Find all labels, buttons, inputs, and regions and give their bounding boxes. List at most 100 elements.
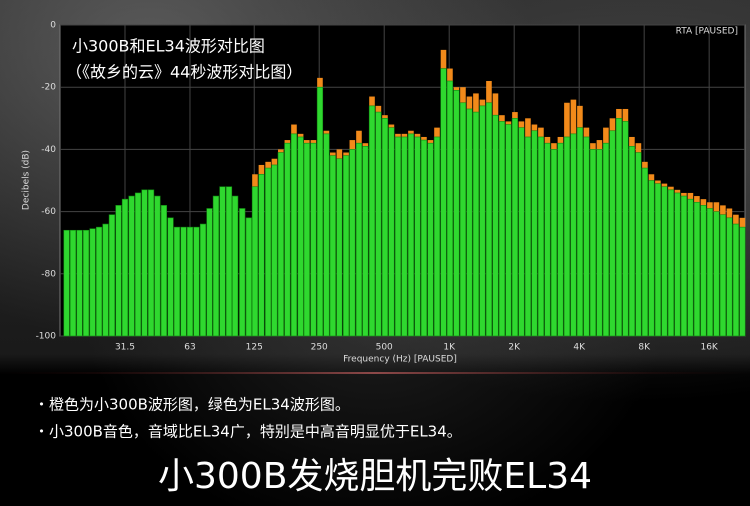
bar <box>206 208 213 337</box>
bar <box>89 228 96 337</box>
bar <box>167 217 174 337</box>
bar <box>674 192 681 337</box>
x-tick-label: 16K <box>700 343 718 353</box>
bar <box>622 121 629 337</box>
bar <box>589 149 597 337</box>
bar <box>277 152 284 337</box>
bar <box>342 155 350 337</box>
bars <box>63 49 746 337</box>
bar <box>297 136 304 337</box>
note: ・橙色为小300B波形图，绿色为EL34波形图。 <box>34 396 350 414</box>
bar <box>199 223 207 337</box>
x-tick-label: 250 <box>311 343 328 353</box>
headline: 小300B发烧胆机完败EL34 <box>158 456 592 497</box>
bar <box>232 195 239 337</box>
bar <box>303 142 310 337</box>
bar <box>700 205 707 337</box>
y-tick-label: -100 <box>36 332 57 342</box>
bar <box>602 142 610 337</box>
bar <box>719 214 727 337</box>
bar <box>63 229 70 337</box>
bar <box>433 136 441 337</box>
bar <box>440 68 447 337</box>
bar <box>407 133 415 337</box>
bar <box>485 102 493 337</box>
x-tick-label: 125 <box>246 343 263 353</box>
bar <box>472 111 480 337</box>
bar <box>69 229 77 337</box>
bar <box>336 158 343 337</box>
bar <box>609 130 616 337</box>
bar <box>414 136 421 337</box>
bar <box>251 186 259 337</box>
chart-title: 小300B和EL34波形对比图 <box>72 37 265 56</box>
bar <box>680 195 688 337</box>
bar <box>518 127 525 337</box>
bar <box>713 211 720 337</box>
bar <box>739 226 746 337</box>
bar <box>479 105 486 337</box>
bar <box>134 192 142 337</box>
bar <box>583 136 590 337</box>
bar <box>531 130 538 337</box>
bar <box>732 223 739 337</box>
bar <box>193 226 200 337</box>
bar <box>284 142 291 337</box>
bar <box>466 108 473 337</box>
bar <box>693 201 701 337</box>
labels: -100 -80 -60 -40 -20 0 31.5 63 125 250 500 1K 2K 4K 8K… <box>36 21 719 353</box>
bar <box>635 152 642 337</box>
bar <box>329 155 336 337</box>
bar <box>498 121 506 337</box>
x-tick-label: 31.5 <box>115 343 135 353</box>
bar <box>687 198 694 337</box>
bar <box>596 149 603 337</box>
bar <box>310 142 317 337</box>
bar <box>446 80 454 337</box>
bar <box>102 223 109 337</box>
bar <box>82 229 90 337</box>
bar <box>453 90 460 337</box>
bar <box>368 105 376 337</box>
divider <box>0 372 750 374</box>
x-tick-label: 2K <box>508 343 521 353</box>
bar <box>76 229 83 337</box>
bar <box>212 195 220 337</box>
bar <box>147 189 155 337</box>
bar <box>96 226 103 337</box>
x-tick-label: 8K <box>638 343 651 353</box>
y-tick-label: -20 <box>41 83 56 93</box>
bar <box>258 173 265 337</box>
bar <box>265 167 272 337</box>
bar <box>544 142 551 337</box>
bar <box>505 124 512 337</box>
bar <box>271 164 278 337</box>
x-tick-label: 63 <box>184 343 195 353</box>
bar <box>108 214 116 337</box>
bar <box>550 149 558 337</box>
bar <box>394 136 402 337</box>
status: RTA [PAUSED] <box>676 27 738 37</box>
bar <box>239 208 246 337</box>
bar <box>323 133 330 337</box>
bar <box>492 114 499 337</box>
bar <box>141 189 148 337</box>
bar <box>459 102 467 337</box>
bar <box>628 145 636 337</box>
bar <box>576 127 584 337</box>
bar <box>557 142 564 337</box>
bar <box>219 186 226 337</box>
x-axis-label: Frequency (Hz) [PAUSED] <box>343 355 457 365</box>
bar <box>563 136 571 337</box>
bar <box>381 118 389 337</box>
bar <box>401 136 408 337</box>
bar <box>290 133 298 337</box>
y-axis-label: Decibels (dB) <box>22 150 32 210</box>
bar <box>355 142 363 337</box>
note: ・小300B音色，音域比EL34广，特别是中高音明显优于EL34。 <box>34 423 462 441</box>
y-tick-label: 0 <box>50 21 56 31</box>
bar <box>154 195 161 337</box>
bar <box>128 195 135 337</box>
